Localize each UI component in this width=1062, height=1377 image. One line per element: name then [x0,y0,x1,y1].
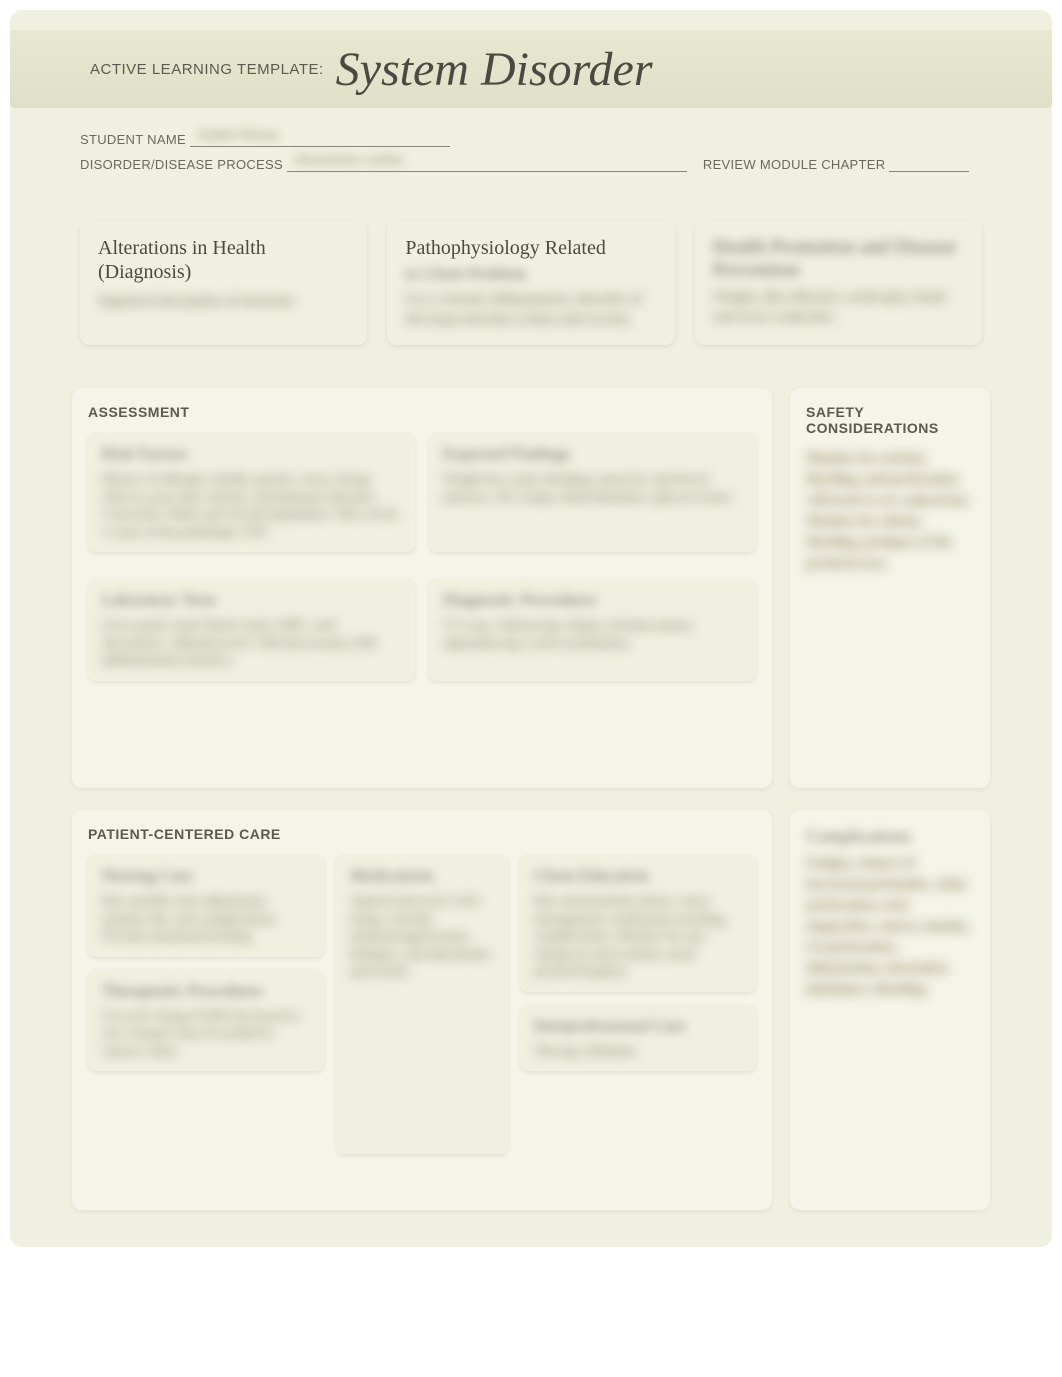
body-lab: Liver panel, stool, blood count, WBC, an… [102,616,401,669]
title-diag: Diagnostic Procedures [443,590,742,610]
title-interp: Interprofessional Care [534,1016,742,1036]
card-body-patho: It is a chronic inflammatory disorder of… [405,290,656,329]
card-expected-findings: Expected Findings Weight loss, pain, ble… [429,432,756,552]
card-nursing-care: Nursing Care Diet and life style adjustm… [88,854,324,957]
card-title-patho: Pathophysiology Related [405,236,656,260]
card-medications: Medications Topical and oral 5-ASA drugs… [336,854,508,1154]
card-subtitle-patho: to Client Problem [405,264,656,284]
card-alterations: Alterations in Health (Diagnosis) Impair… [80,220,367,345]
body-exp: Weight loss, pain, bleeding, anorexia, a… [443,470,742,505]
title-meds: Medications [350,866,494,886]
card-title-hp-blur: Health Promotion and Disease Prevention [713,236,964,282]
title-nursing: Nursing Care [102,866,310,886]
pcc-title: PATIENT-CENTERED CARE [88,826,756,842]
disorder-value-blur: Ulcerative colitis [295,152,404,167]
safety-body: Monitor for activity, bleeding, and perf… [806,448,974,574]
template-label: ACTIVE LEARNING TEMPLATE: [90,61,324,78]
card-body-hp: Weight, diet, lifestyle, avoid spicy foo… [713,288,964,327]
complications-panel: Complications Fatigue, chance of increas… [790,810,990,1210]
top-triple-row: Alterations in Health (Diagnosis) Impair… [80,220,982,345]
complications-body: Fatigue, chance of increased peritonitis… [806,853,974,1000]
student-value-blur: Caleb Filous [198,127,279,142]
body-interp: Therapy, Dietitian [534,1042,742,1060]
student-line: STUDENT NAME Caleb Filous [80,132,982,147]
body-meds: Topical and oral 5-ASA drugs, steroids, … [350,892,494,980]
complications-title: Complications [806,826,974,847]
card-diagnostic-proc: Diagnostic Procedures CT scan, colonosco… [429,578,756,681]
card-client-education: Client Education Diet and nutrition advi… [520,854,756,992]
title-thera: Therapeutic Procedures [102,981,310,1001]
body-thera: Use of IV drugs if NPO for bowel to rest… [102,1007,310,1060]
card-body-alterations: Impaired absorption of nutrients [98,292,349,312]
title-lab: Laboratory Tests [102,590,401,610]
assessment-panel: ASSESSMENT Risk Factors History of aller… [72,388,772,788]
meta-block: STUDENT NAME Caleb Filous DISORDER/DISEA… [80,132,982,172]
safety-title: SAFETY CONSIDERATIONS [806,404,974,436]
disorder-line: DISORDER/DISEASE PROCESS Ulcerative coli… [80,157,982,172]
chapter-label: REVIEW MODULE CHAPTER [703,157,886,172]
title-exp: Expected Findings [443,444,742,464]
body-risk: History of allergies, family, genetic, s… [102,470,401,540]
title-risk: Risk Factors [102,444,401,464]
template-title: System Disorder [336,42,653,97]
body-diag: CT scan, colonoscopy, biopsy, barium ene… [443,616,742,651]
student-label: STUDENT NAME [80,132,186,147]
body-nursing: Diet and life style adjustment, monitor … [102,892,310,945]
chapter-blank [889,158,969,172]
card-pathophysiology: Pathophysiology Related to Client Proble… [387,220,674,345]
header-band: ACTIVE LEARNING TEMPLATE: System Disorde… [10,30,1052,108]
pcc-panel: PATIENT-CENTERED CARE Nursing Care Diet … [72,810,772,1210]
card-lab-tests: Laboratory Tests Liver panel, stool, blo… [88,578,415,681]
disorder-label: DISORDER/DISEASE PROCESS [80,157,283,172]
title-edu: Client Education [534,866,742,886]
card-title-alterations: Alterations in Health (Diagnosis) [98,236,349,284]
card-interprofessional: Interprofessional Care Therapy, Dietitia… [520,1004,756,1072]
card-health-promotion: Health Promotion and Disease Prevention … [695,220,982,345]
card-risk-factors: Risk Factors History of allergies, famil… [88,432,415,552]
assessment-title: ASSESSMENT [88,404,756,420]
safety-panel: SAFETY CONSIDERATIONS Monitor for activi… [790,388,990,788]
body-edu: Diet and nutrition advice, stress manage… [534,892,742,980]
card-therapeutic-proc: Therapeutic Procedures Use of IV drugs i… [88,969,324,1072]
